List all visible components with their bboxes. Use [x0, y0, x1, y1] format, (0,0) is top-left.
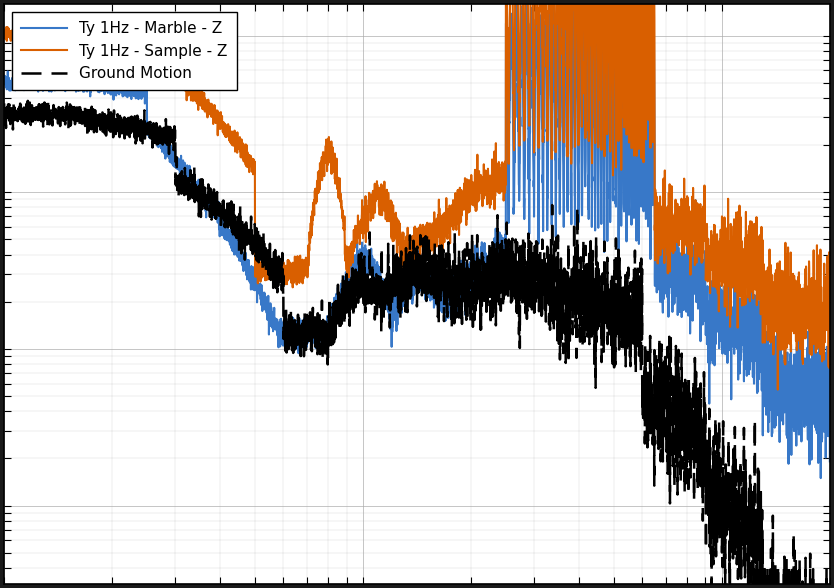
- Ground Motion: [23, 98, 33, 105]
- Ty 1Hz - Sample - Z: [495, 181, 505, 188]
- Line: Ty 1Hz - Marble - Z: Ty 1Hz - Marble - Z: [4, 0, 830, 478]
- Ground Motion: [536, 265, 546, 272]
- Ty 1Hz - Sample - Z: [773, 386, 783, 393]
- Line: Ground Motion: Ground Motion: [4, 101, 830, 588]
- Ty 1Hz - Sample - Z: [678, 233, 688, 240]
- Ty 1Hz - Marble - Z: [495, 245, 505, 252]
- Ty 1Hz - Marble - Z: [825, 458, 834, 465]
- Ty 1Hz - Marble - Z: [536, 13, 546, 20]
- Line: Ty 1Hz - Sample - Z: Ty 1Hz - Sample - Z: [4, 0, 830, 390]
- Ground Motion: [615, 292, 626, 299]
- Ty 1Hz - Marble - Z: [149, 139, 159, 146]
- Ty 1Hz - Sample - Z: [149, 48, 159, 55]
- Ground Motion: [149, 128, 159, 135]
- Ground Motion: [678, 426, 688, 433]
- Ground Motion: [495, 279, 505, 286]
- Ty 1Hz - Marble - Z: [678, 294, 688, 301]
- Ty 1Hz - Marble - Z: [314, 332, 324, 339]
- Ty 1Hz - Sample - Z: [314, 186, 324, 193]
- Ty 1Hz - Sample - Z: [825, 289, 834, 296]
- Ty 1Hz - Marble - Z: [816, 475, 826, 482]
- Ty 1Hz - Sample - Z: [0, 31, 9, 38]
- Ground Motion: [314, 330, 324, 337]
- Ty 1Hz - Marble - Z: [0, 79, 9, 86]
- Legend: Ty 1Hz - Marble - Z, Ty 1Hz - Sample - Z, Ground Motion: Ty 1Hz - Marble - Z, Ty 1Hz - Sample - Z…: [12, 12, 237, 91]
- Ground Motion: [0, 100, 9, 107]
- Ty 1Hz - Marble - Z: [615, 74, 626, 81]
